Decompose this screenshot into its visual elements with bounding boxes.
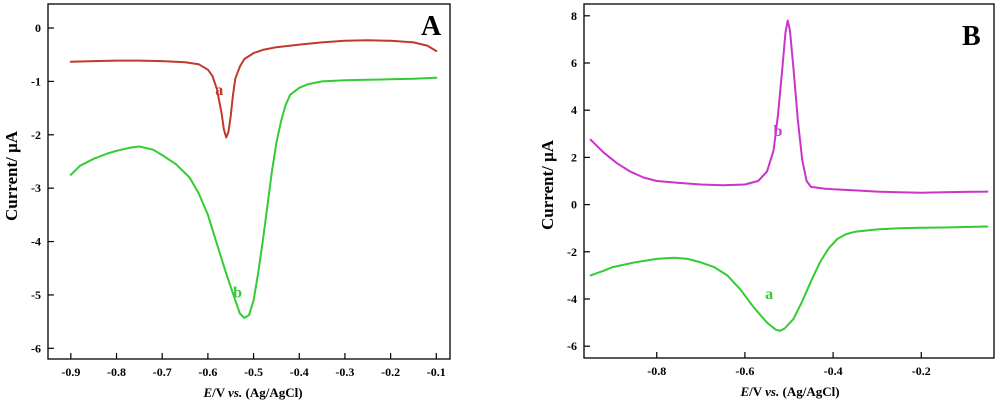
panel-a-y-axis-title: Current/ μA bbox=[2, 130, 21, 221]
panel-a-x-tick-label: -0.9 bbox=[61, 365, 80, 379]
panel-a-ticks: -0.9 -0.8 -0.7 -0.6 -0.5 -0.4 -0.3 -0.2 -0.1 0 -1 -… bbox=[31, 21, 446, 379]
panel-b-y-tick-label: -4 bbox=[567, 292, 577, 306]
panel-a-y-tick-label: 0 bbox=[35, 21, 41, 35]
panel-a-xlabel-e: E bbox=[202, 385, 212, 400]
panel-a-x-tick-label: -0.6 bbox=[198, 365, 217, 379]
panel-a-xlabel-ref: (Ag/AgCl) bbox=[242, 385, 302, 400]
panel-b-y-tick-label: 2 bbox=[571, 150, 577, 164]
panel-b-x-tick-label: -0.2 bbox=[912, 364, 931, 378]
panel-b-series-a-label: a bbox=[765, 286, 773, 303]
panel-a-series-a-label: a bbox=[215, 82, 223, 99]
panel-a-y-tick-label: -2 bbox=[31, 128, 41, 142]
panel-b-series-b-label: b bbox=[774, 123, 783, 140]
panel-b-letter: B bbox=[962, 21, 981, 52]
panel-b-series: ba bbox=[589, 19, 989, 332]
panel-a-x-tick-label: -0.2 bbox=[381, 365, 400, 379]
panel-a-x-tick-label: -0.4 bbox=[290, 365, 309, 379]
panel-a-series-a-line bbox=[69, 39, 438, 139]
panel-a-x-axis-title: E/V vs. (Ag/AgCl) bbox=[202, 385, 302, 400]
panel-b-xlabel-e: E bbox=[739, 384, 749, 399]
panel-a-x-tick-label: -0.7 bbox=[153, 365, 172, 379]
panel-a-y-tick-label: -4 bbox=[31, 235, 41, 249]
panel-b-y-tick-label: 6 bbox=[571, 56, 577, 70]
panel-b-series-b-line bbox=[589, 19, 989, 194]
panel-a-y-tick-label: -1 bbox=[31, 74, 41, 88]
panel-b-xlabel-unit: /V bbox=[748, 384, 765, 399]
panel-a-letter: A bbox=[421, 11, 442, 42]
panel-a-series-b-label: b bbox=[233, 285, 242, 302]
panel-a-y-tick-label: -3 bbox=[31, 181, 41, 195]
panel-a-xlabel-vs: vs. bbox=[228, 385, 242, 400]
panel-b-xlabel-ref: (Ag/AgCl) bbox=[779, 384, 839, 399]
panel-a-y-tick-label: -5 bbox=[31, 288, 41, 302]
panel-b-x-tick-label: -0.6 bbox=[735, 364, 754, 378]
panel-b-x-tick-label: -0.4 bbox=[824, 364, 843, 378]
panel-b-y-tick-label: 0 bbox=[571, 198, 577, 212]
panel-b-y-tick-label: 8 bbox=[571, 9, 577, 23]
panel-b-x-axis-title: E/V vs. (Ag/AgCl) bbox=[739, 384, 839, 399]
panel-a-plot-frame bbox=[47, 3, 451, 360]
panel-a-y-tick-label: -6 bbox=[31, 341, 41, 355]
panel-b-series-a-line bbox=[589, 225, 989, 332]
panel-b-y-tick-label: -6 bbox=[567, 339, 577, 353]
panel-b-xlabel-vs: vs. bbox=[765, 384, 779, 399]
panel-a-x-tick-label: -0.5 bbox=[244, 365, 263, 379]
panel-b-plot-frame bbox=[583, 3, 995, 359]
panel-b-y-tick-label: -2 bbox=[567, 245, 577, 259]
panel-b-y-axis-title: Current/ μA bbox=[538, 139, 557, 230]
panel-a: -0.9 -0.8 -0.7 -0.6 -0.5 -0.4 -0.3 -0.2 -0.1 0 -1 -… bbox=[2, 3, 451, 400]
panel-a-series-b-line bbox=[69, 76, 438, 319]
panel-b-y-tick-label: 4 bbox=[571, 103, 577, 117]
panel-a-x-tick-label: -0.8 bbox=[107, 365, 126, 379]
panel-b-ticks: -0.8 -0.6 -0.4 -0.2 8 6 4 2 0 -2 -4 -6 bbox=[567, 9, 931, 378]
panel-b-x-tick-label: -0.8 bbox=[647, 364, 666, 378]
panel-a-x-tick-label: -0.3 bbox=[335, 365, 354, 379]
panel-a-xlabel-unit: /V bbox=[211, 385, 228, 400]
panel-a-x-tick-label: -0.1 bbox=[427, 365, 446, 379]
panel-a-series: ab bbox=[69, 39, 438, 319]
